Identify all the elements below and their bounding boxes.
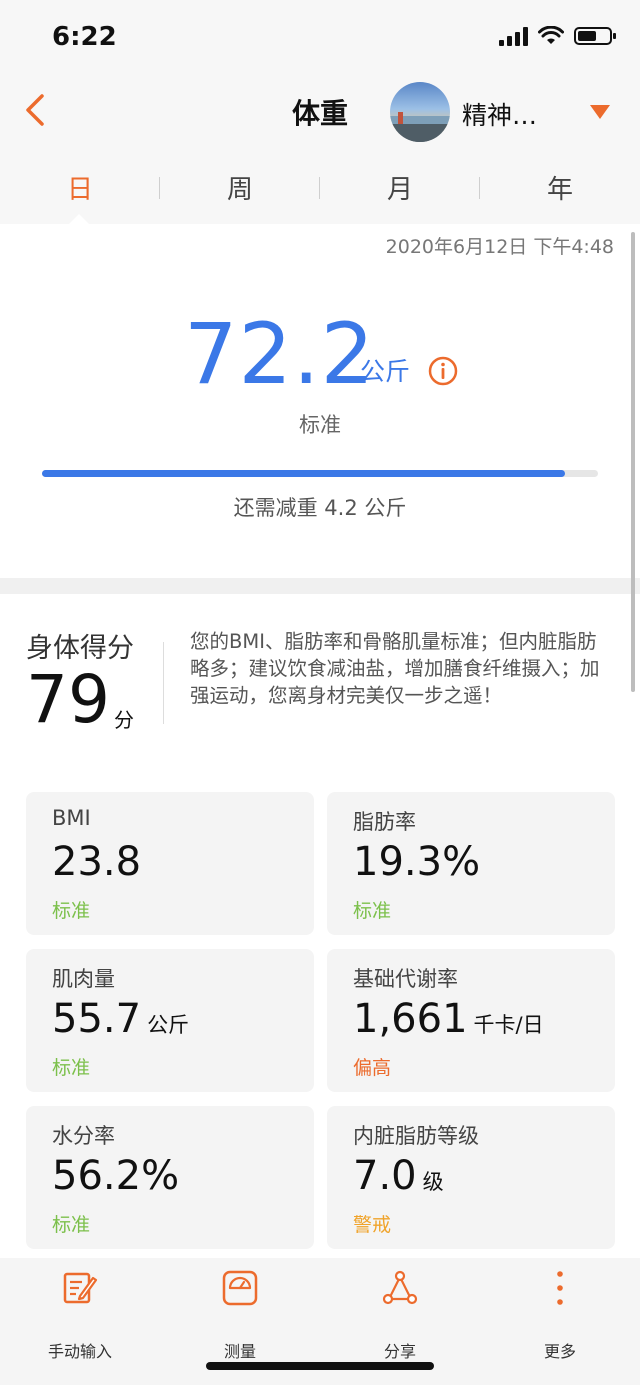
status-time: 6:22 [52,22,117,52]
home-indicator[interactable] [206,1362,434,1370]
scrollbar[interactable] [631,232,635,692]
weight-summary: 2020年6月12日 下午4:48 72.2 公斤 标准 还需减重 4.2 公斤 [0,224,640,578]
metric-label: 水分率 [52,1124,115,1148]
metric-card-bmi[interactable]: BMI 23.8 标准 [26,792,314,935]
weight-progress-fill [42,470,565,477]
metric-card-bmr[interactable]: 基础代谢率 1,661 千卡/日 偏高 [327,949,615,1092]
info-icon[interactable] [428,356,458,386]
more-label: 更多 [543,1342,576,1361]
body-score-value: 79 [26,661,110,738]
metric-label: 基础代谢率 [353,967,458,991]
weight-row: 72.2 公斤 [0,306,640,402]
tab-year[interactable]: 年 [546,174,573,205]
metric-value: 19.3% [353,839,481,885]
tab-divider [159,177,160,199]
metric-label: 脂肪率 [353,810,416,834]
weight-progress-bar [42,470,598,477]
body-composition-section: 身体得分 79 分 您的BMI、脂肪率和骨骼肌量标准；但内脏脂肪略多；建议饮食减… [0,594,640,1258]
more-icon [557,1271,563,1305]
active-tab-pointer [68,214,90,225]
score-divider [163,642,164,724]
share-icon [382,1270,418,1305]
metric-card-water-rate[interactable]: 水分率 56.2% 标准 [26,1106,314,1249]
metric-value: 7.0 级 [353,1153,444,1199]
avatar[interactable] [390,82,450,142]
tab-divider [319,177,320,199]
battery-level [578,31,596,41]
battery-icon [574,27,616,45]
weight-value: 72.2 [184,305,376,403]
page-title: 体重 [291,97,348,130]
metric-status: 标准 [52,1214,91,1236]
metric-label: 肌肉量 [52,967,115,991]
metric-status: 标准 [52,900,91,922]
share-button[interactable]: 分享 [320,1258,480,1385]
user-name[interactable]: 精神… [462,101,538,130]
metric-value: 55.7 公斤 [52,996,190,1042]
scale-icon [222,1270,258,1306]
weight-unit: 公斤 [360,357,411,386]
bottom-action-bar: 手动输入 测量 分享 更多 [0,1258,640,1385]
period-tabs: 日 周 月 年 [0,150,640,224]
metric-card-muscle-mass[interactable]: 肌肉量 55.7 公斤 标准 [26,949,314,1092]
metric-status: 标准 [52,1057,91,1079]
body-score-label: 身体得分 [26,633,134,664]
weight-status: 标准 [299,413,341,437]
share-label: 分享 [383,1342,416,1361]
tab-divider [479,177,480,199]
tab-month[interactable]: 月 [386,174,413,205]
dropdown-triangle-icon[interactable] [588,102,612,122]
manual-entry-label: 手动输入 [47,1342,112,1361]
metric-label: 内脏脂肪等级 [353,1124,479,1148]
manual-entry-button[interactable]: 手动输入 [0,1258,160,1385]
status-icons [499,26,616,46]
metric-value: 1,661 千卡/日 [353,996,544,1042]
metric-value: 56.2% [52,1153,180,1199]
metric-status: 标准 [353,900,392,922]
status-bar: 6:22 [0,0,640,76]
body-score-advice: 您的BMI、脂肪率和骨骼肌量标准；但内脏脂肪略多；建议饮食减油盐，增加膳食纤维摄… [190,630,600,707]
metric-card-visceral-fat[interactable]: 内脏脂肪等级 7.0 级 警戒 [327,1106,615,1249]
weight-goal-text: 还需减重 4.2 公斤 [233,496,407,520]
measurement-timestamp: 2020年6月12日 下午4:48 [385,236,614,258]
tab-week[interactable]: 周 [226,174,253,205]
metric-status: 警戒 [353,1214,392,1236]
metric-value: 23.8 [52,839,142,885]
wifi-icon [538,26,564,44]
measure-label: 测量 [223,1342,256,1361]
body-score-unit: 分 [114,708,134,732]
more-button[interactable]: 更多 [480,1258,640,1385]
measure-button[interactable]: 测量 [160,1258,320,1385]
back-arrow-icon[interactable] [14,88,58,132]
metric-status: 偏高 [353,1057,392,1079]
metric-card-body-fat[interactable]: 脂肪率 19.3% 标准 [327,792,615,935]
header: 体重 精神… [0,76,640,150]
tab-day[interactable]: 日 [66,174,93,205]
metric-label: BMI [52,806,91,830]
cellular-signal-icon [499,26,528,46]
edit-icon [63,1272,98,1304]
